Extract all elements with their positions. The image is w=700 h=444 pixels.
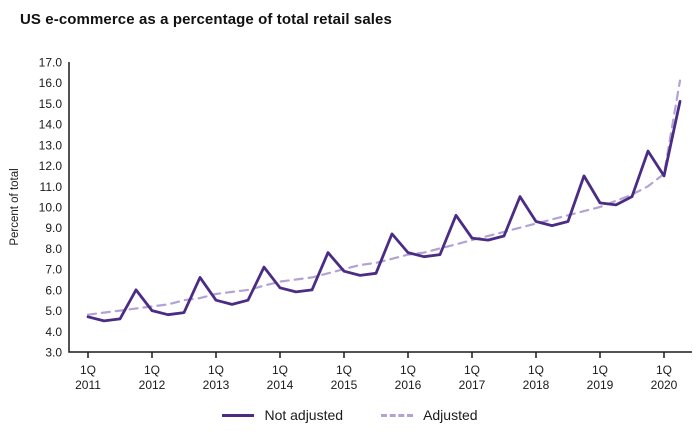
x-tick-label-year: 2018 (523, 378, 550, 392)
x-tick-label-quarter: 1Q (464, 363, 480, 377)
y-tick-label: 5.0 (45, 304, 62, 318)
x-tick-label-quarter: 1Q (528, 363, 544, 377)
x-tick-label-year: 2012 (139, 378, 166, 392)
x-tick-label-year: 2016 (395, 378, 422, 392)
y-tick-label: 4.0 (45, 325, 62, 339)
chart-title: US e-commerce as a percentage of total r… (20, 11, 392, 28)
y-tick-label: 9.0 (45, 221, 62, 235)
x-tick-label-quarter: 1Q (208, 363, 224, 377)
x-tick-label-year: 2019 (587, 378, 614, 392)
legend-item-adjusted: Adjusted (381, 407, 478, 423)
axis-lines (68, 62, 692, 353)
y-tick-label: 10.0 (39, 201, 63, 215)
solid-line-swatch-icon (222, 413, 255, 417)
x-tick-label-year: 2013 (203, 378, 230, 392)
y-tick-label: 14.0 (39, 118, 63, 132)
y-tick-label: 16.0 (39, 76, 63, 90)
y-tick-label: 8.0 (45, 242, 62, 256)
x-tick-label-year: 2011 (75, 378, 101, 392)
x-tick-label-quarter: 1Q (336, 363, 352, 377)
y-tick-label: 13.0 (39, 138, 63, 152)
series-line-not-adjusted (86, 100, 682, 323)
x-tick-label-quarter: 1Q (656, 363, 672, 377)
y-tick-label: 3.0 (45, 346, 62, 360)
legend-item-not-adjusted: Not adjusted (222, 407, 343, 423)
x-tick-label-year: 2020 (651, 378, 678, 392)
y-tick-label: 17.0 (39, 56, 63, 70)
y-axis-title: Percent of total (9, 168, 21, 245)
y-tick-label: 12.0 (39, 159, 63, 173)
x-tick-label-quarter: 1Q (144, 363, 160, 377)
x-tick-label-year: 2015 (331, 378, 358, 392)
dashed-line-swatch-icon (381, 413, 414, 417)
series-line-adjusted (86, 79, 682, 316)
chart-legend: Not adjusted Adjusted (0, 407, 700, 423)
line-chart: 3.0 4.0 5.0 6.0 7.0 8.0 9.0 10.0 11.0 12.0 13.0 14.… (9, 56, 692, 392)
x-tick-label-quarter: 1Q (592, 363, 608, 377)
legend-label-not-adjusted: Not adjusted (264, 407, 344, 423)
y-tick-label: 6.0 (45, 283, 62, 297)
x-tick-label-quarter: 1Q (80, 363, 96, 377)
y-tick-label: 11.0 (40, 180, 63, 194)
legend-label-adjusted: Adjusted (423, 407, 478, 423)
x-tick-label-quarter: 1Q (272, 363, 288, 377)
x-tick-label-quarter: 1Q (400, 363, 416, 377)
x-tick-label-year: 2017 (459, 378, 486, 392)
y-tick-label: 7.0 (45, 263, 62, 277)
x-tick-label-year: 2014 (267, 378, 294, 392)
y-tick-label: 15.0 (39, 97, 63, 111)
